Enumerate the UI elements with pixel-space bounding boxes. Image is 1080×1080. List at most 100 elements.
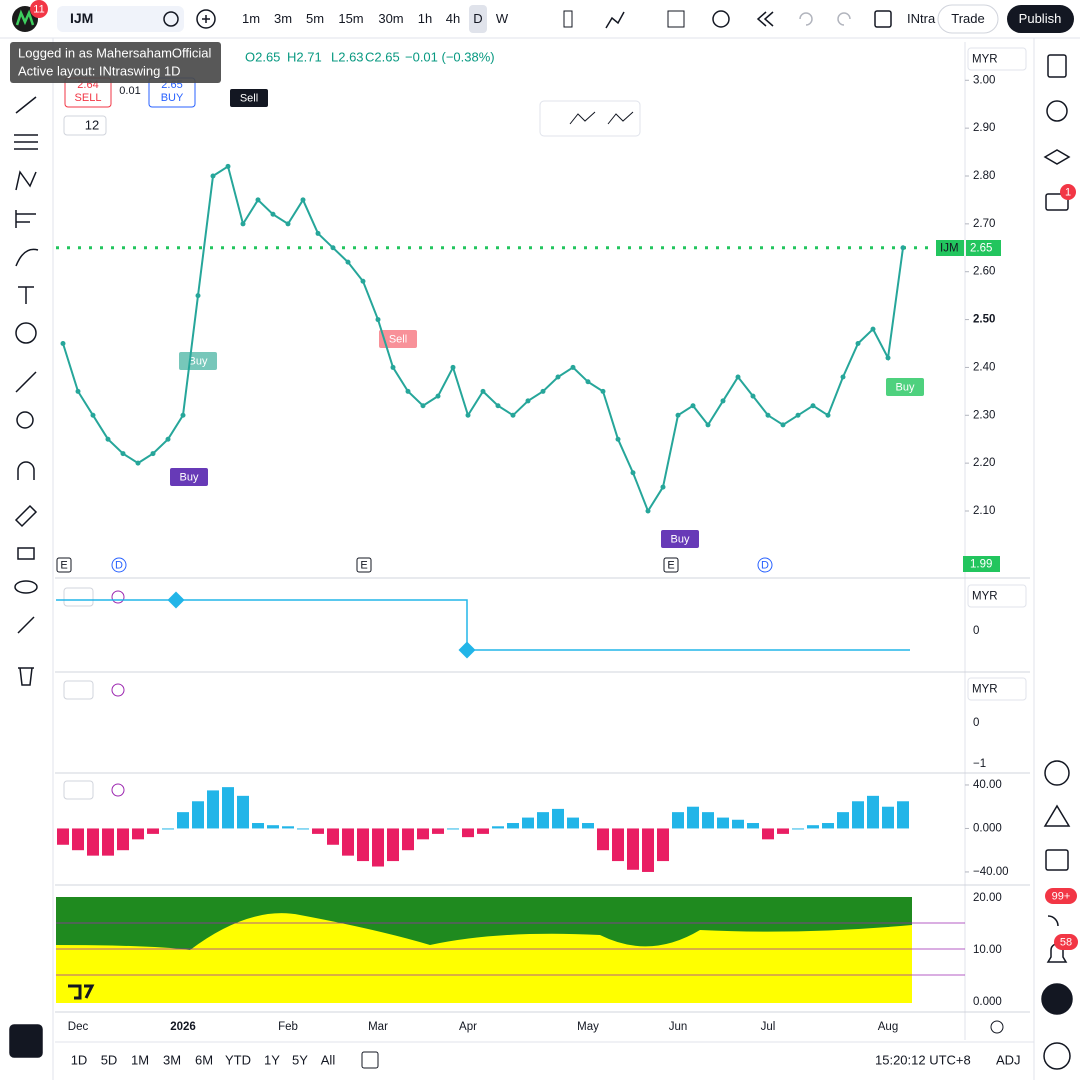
price-point [120,451,126,457]
price-point [435,393,441,399]
news[interactable] [1047,915,1059,927]
redo[interactable] [837,12,851,26]
axis-settings[interactable] [990,1020,1004,1034]
add-symbol[interactable] [196,9,216,29]
range[interactable]: 1Y [264,1052,280,1067]
products[interactable] [1041,983,1073,1015]
hide-tool[interactable] [14,580,38,594]
zoom-tool[interactable] [16,411,34,429]
forecast-tool[interactable] [15,210,36,228]
range[interactable]: All [321,1052,336,1067]
interval[interactable]: 15m [338,11,363,26]
momentum-bar [462,828,474,838]
text-tool[interactable] [18,286,34,304]
buy-label: BUY [161,92,184,104]
layouts[interactable] [667,10,685,28]
technicals[interactable] [1044,760,1070,786]
ideas[interactable] [1043,804,1071,827]
interval[interactable]: W [496,11,509,26]
range[interactable]: 5D [101,1052,118,1067]
tooltip [10,42,221,83]
watchlist[interactable] [1047,54,1067,78]
range[interactable]: 3M [163,1052,181,1067]
help[interactable] [1043,1042,1071,1070]
compare-icon[interactable] [163,11,179,27]
momentum-bar [417,828,429,840]
interval[interactable]: D [473,11,482,26]
trend-line-tool[interactable] [15,96,37,114]
publish-button[interactable] [1007,5,1074,33]
brush-tool[interactable] [15,248,39,267]
ruler-tool[interactable] [15,371,37,393]
currency-select[interactable] [967,677,1027,701]
price-point [750,393,756,399]
alerts[interactable] [1046,100,1068,122]
interval[interactable]: 30m [378,11,403,26]
momentum-bar [642,828,654,872]
trade-button[interactable] [937,4,999,34]
indicators[interactable] [605,11,625,29]
alert[interactable] [712,10,730,28]
undo[interactable] [799,12,813,26]
indicator-toggle[interactable] [63,115,107,136]
interval[interactable]: 5m [306,11,324,26]
price-point [315,230,321,236]
notification-badge [30,0,48,18]
chart-type[interactable] [563,10,573,28]
event-marker[interactable] [111,557,127,573]
price-point [330,245,336,251]
signal-label: Sell [240,92,258,104]
event-marker[interactable] [56,557,72,573]
pane-refresh[interactable] [111,590,125,604]
range[interactable]: 1M [131,1052,149,1067]
pane-refresh[interactable] [111,683,125,697]
chats[interactable] [1045,193,1069,211]
pattern-tool[interactable] [15,170,37,191]
lock[interactable] [17,547,35,560]
momentum-bar [102,828,114,856]
replay[interactable] [756,11,774,27]
interval[interactable]: 4h [446,11,460,26]
event-marker[interactable] [663,557,679,573]
x-tick-label: Mar [368,1021,388,1033]
fullscreen[interactable] [874,10,892,28]
range[interactable]: YTD [225,1052,251,1067]
trash-tool[interactable] [18,667,34,686]
pane-refresh[interactable] [111,783,125,797]
date-range[interactable] [361,1051,379,1069]
interval[interactable]: 1h [418,11,432,26]
data-window[interactable] [1043,149,1071,165]
event-marker[interactable] [356,557,372,573]
pane-collapse[interactable] [63,780,94,800]
magnet-tool[interactable] [17,461,35,480]
event-marker[interactable] [757,557,773,573]
adjust[interactable]: ADJ [996,1052,1021,1067]
price-point [660,484,666,490]
pane-collapse[interactable] [63,680,94,700]
lock-draw[interactable] [14,504,38,528]
currency-select[interactable] [967,584,1027,608]
momentum-bar [252,823,264,829]
price-point [270,211,276,217]
price-point [855,341,861,346]
link-tool[interactable] [17,616,35,634]
price-point [690,403,696,409]
y-tick-label: 2.20 [973,457,995,469]
favorites[interactable] [9,1024,43,1058]
feed-badge-count: 99+ [1052,890,1071,902]
currency-select[interactable] [967,47,1027,71]
range[interactable]: 5Y [292,1052,308,1067]
alerts-badge-count: 58 [1060,936,1072,948]
emoji-tool[interactable] [15,322,37,344]
y-tick-label: 2.60 [973,266,995,278]
interval[interactable]: 1m [242,11,260,26]
interval[interactable]: 3m [274,11,292,26]
symbol-search[interactable] [57,6,184,32]
fib-tool[interactable] [14,134,38,150]
range[interactable]: 1D [71,1052,88,1067]
calendar[interactable] [1045,849,1069,871]
pattern-widget[interactable] [539,100,641,137]
range[interactable]: 6M [195,1052,213,1067]
pane-collapse[interactable] [63,587,94,607]
momentum-bar [327,828,339,845]
